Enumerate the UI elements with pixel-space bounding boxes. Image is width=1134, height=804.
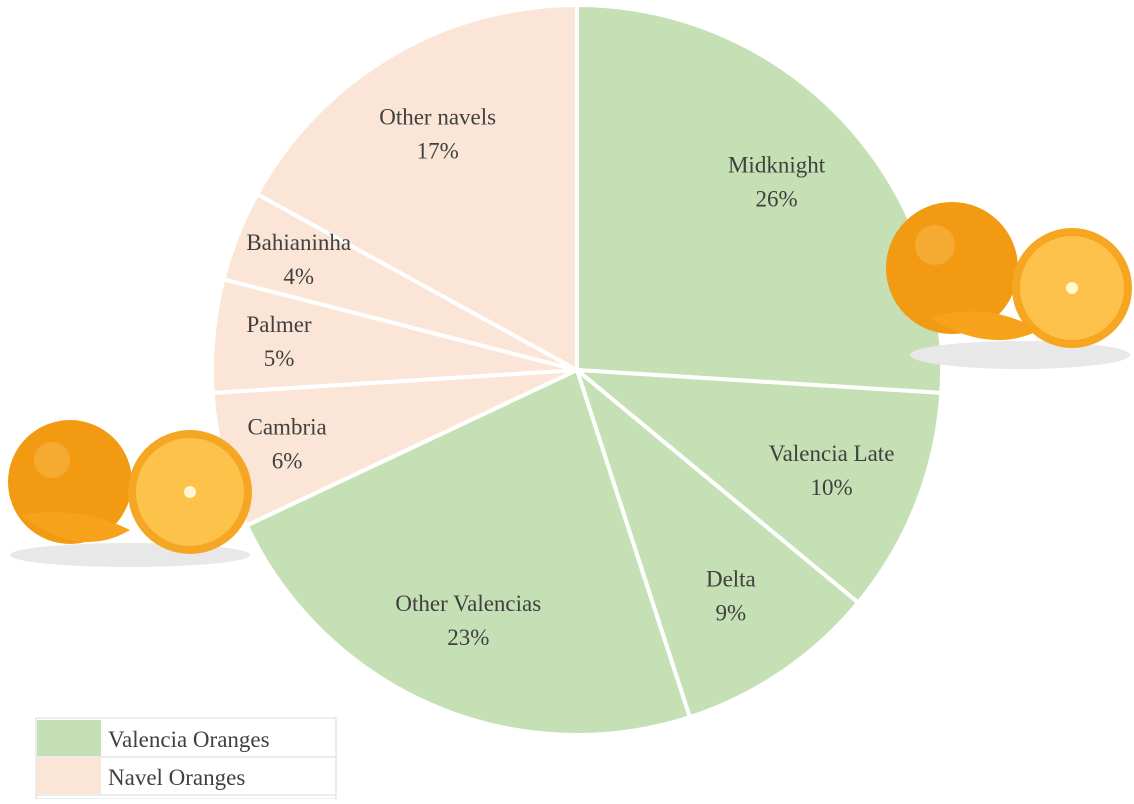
slice-value-label: 26% xyxy=(755,187,797,212)
slice-label: Other navels xyxy=(379,104,496,129)
orange-illustration-right xyxy=(886,202,1132,369)
pie-slice xyxy=(254,2,579,374)
slice-label: Delta xyxy=(706,566,756,591)
orange-illustration-left xyxy=(8,420,252,567)
pie-slice xyxy=(570,367,944,606)
slice-value-label: 17% xyxy=(417,138,459,163)
legend-label: Valencia Oranges xyxy=(108,727,270,752)
slice-label: Valencia Late xyxy=(769,441,895,466)
slice-value-label: 9% xyxy=(716,600,747,625)
slice-value-label: 5% xyxy=(264,346,295,371)
slice-value-label: 10% xyxy=(810,475,852,500)
legend-swatch xyxy=(37,758,101,794)
slice-labels: Midknight 26% Valencia Late 10% Delta 9% Other… xyxy=(246,104,894,650)
legend-swatch xyxy=(37,720,101,756)
pie-slice xyxy=(244,367,693,737)
slice-label: Midknight xyxy=(728,153,826,178)
slice-value-label: 23% xyxy=(447,625,489,650)
pie-slice xyxy=(572,364,862,720)
slice-label: Palmer xyxy=(246,312,311,337)
slice-label: Bahianinha xyxy=(246,230,351,255)
pie xyxy=(210,2,944,737)
slice-value-label: 4% xyxy=(283,264,314,289)
slice-value-label: 6% xyxy=(272,448,303,473)
slice-label: Other Valencias xyxy=(395,591,541,616)
slice-label: Cambria xyxy=(248,414,327,439)
legend: Valencia Oranges Navel Oranges xyxy=(35,717,337,800)
legend-label: Navel Oranges xyxy=(108,765,245,790)
